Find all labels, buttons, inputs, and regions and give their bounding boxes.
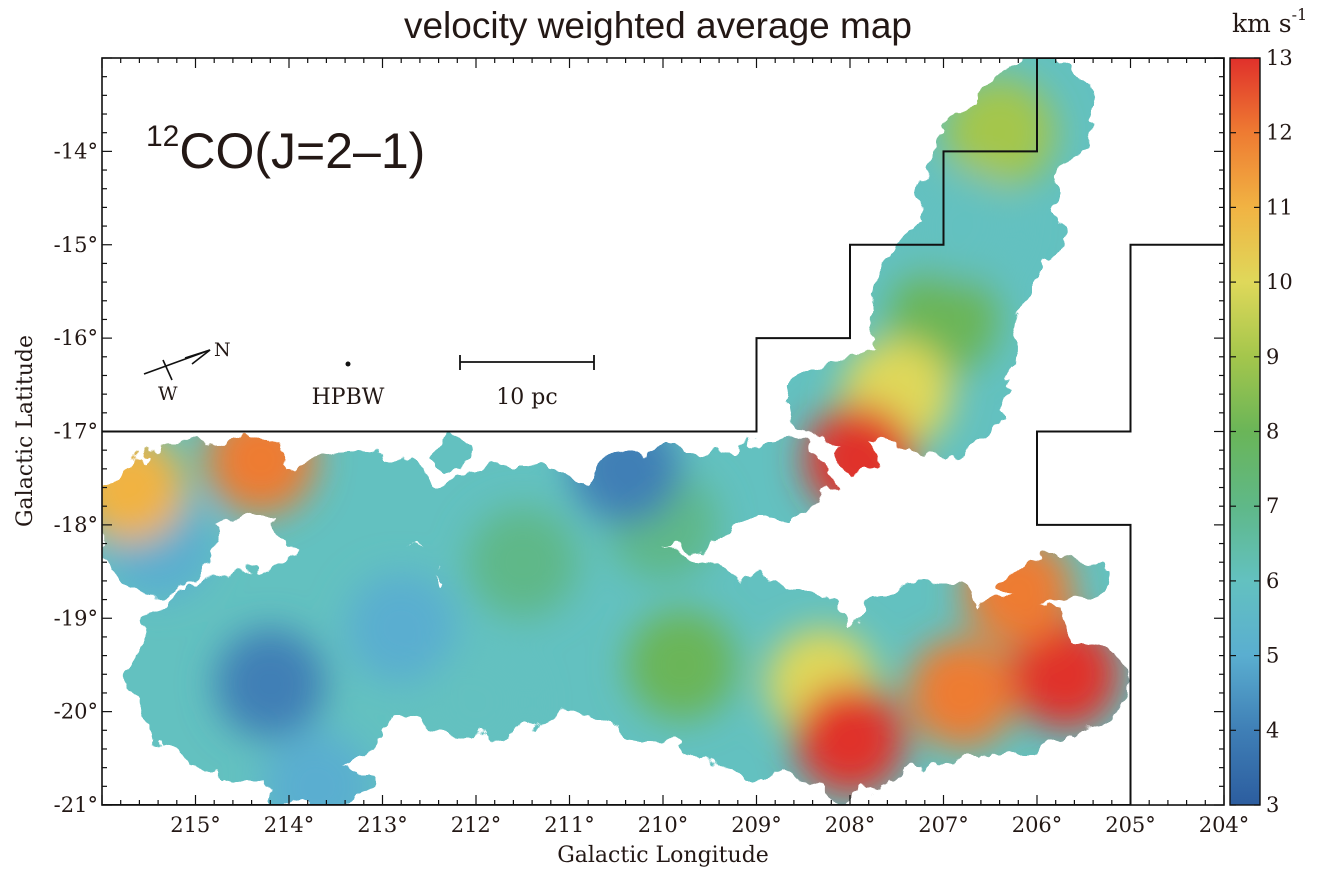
x-tick-labels: 215° 214° 213° 212° 211° 210° 209° 208° 207° 206°… <box>170 813 1249 837</box>
compass-w-label: W <box>158 383 178 405</box>
colorbar-unit-sup: -1 <box>1292 5 1308 24</box>
colorbar-tick-label: 7 <box>1266 494 1279 518</box>
beam-dot <box>345 361 351 367</box>
velocity-region-small-red-knot <box>804 404 915 515</box>
colorbar-tick-label: 3 <box>1266 793 1279 817</box>
velocity-region-northwest-ridge <box>205 404 316 515</box>
colorbar-unit: km s-1 <box>1232 5 1307 38</box>
y-tick-label: -15° <box>54 233 98 257</box>
velocity-region-west-complex <box>215 628 326 739</box>
y-tick-label: -21° <box>54 793 98 817</box>
colorbar-tick-label: 12 <box>1266 121 1293 145</box>
velocity-region-east-middle <box>626 609 737 720</box>
x-tick-label: 214° <box>264 813 315 837</box>
y-tick-label: -20° <box>54 700 98 724</box>
velocity-region-center-lower <box>421 647 531 758</box>
y-tick-label: -19° <box>54 606 98 630</box>
y-tick-label: -16° <box>54 326 98 350</box>
survey-boundary <box>102 58 1224 805</box>
compass-n-label: N <box>214 339 231 361</box>
scale-bar <box>459 355 595 370</box>
x-tick-label: 209° <box>731 813 782 837</box>
beam-label: HPBW <box>312 385 385 410</box>
axis-ticks <box>101 57 1225 806</box>
colorbar-ticks: 3 4 5 6 7 8 9 10 11 12 13 <box>1230 46 1293 817</box>
x-tick-label: 208° <box>825 813 876 837</box>
colorbar-tick-label: 6 <box>1266 569 1279 593</box>
y-axis-label: Galactic Latitude <box>13 335 38 527</box>
plot-area <box>102 58 1224 805</box>
colorbar-tick-label: 9 <box>1266 345 1279 369</box>
velocity-region-north-east-mid <box>907 171 1018 282</box>
x-tick-label: 206° <box>1012 813 1063 837</box>
molecule-label: 12CO(J=2–1) <box>146 120 425 179</box>
colorbar-tick-label: 5 <box>1266 644 1279 668</box>
velocity-region-central-ridge <box>467 507 578 618</box>
colorbar-tick-label: 10 <box>1266 270 1293 294</box>
y-tick-labels: -14° -15° -16° -17° -18° -19° -20° -21° <box>54 139 98 817</box>
y-tick-label: -18° <box>54 513 98 537</box>
chart-title: velocity weighted average map <box>404 5 912 46</box>
x-tick-label: 204° <box>1199 813 1250 837</box>
molecule-transition: CO(J=2–1) <box>179 123 425 179</box>
velocity-region-north-east-top <box>944 77 1055 188</box>
velocity-region-northwest-corner <box>102 432 186 543</box>
velocity-region-east-cap <box>963 535 1074 646</box>
y-tick-label: -14° <box>54 139 98 163</box>
molecule-isotope: 12 <box>146 120 179 153</box>
compass <box>143 349 211 381</box>
colorbar-tick-label: 4 <box>1266 718 1279 742</box>
velocity-region-central-dark <box>346 572 457 683</box>
x-axis-label: Galactic Longitude <box>557 843 769 868</box>
x-tick-label: 205° <box>1105 813 1156 837</box>
x-tick-label: 213° <box>357 813 408 837</box>
colorbar-tick-label: 11 <box>1266 195 1293 219</box>
velocity-region-south-blue-tail <box>262 731 373 805</box>
x-tick-label: 211° <box>544 813 595 837</box>
velocity-region-small-blue-knot <box>570 413 681 524</box>
colorbar-tick-label: 13 <box>1266 46 1293 70</box>
x-tick-label: 210° <box>638 813 689 837</box>
x-tick-label: 212° <box>451 813 502 837</box>
y-tick-label: -17° <box>54 420 98 444</box>
colorbar-unit-main: km s <box>1232 9 1292 38</box>
velocity-region-bright-east-a <box>795 684 905 795</box>
colorbar-tick-label: 8 <box>1266 420 1279 444</box>
x-tick-label: 215° <box>170 813 221 837</box>
scale-bar-label: 10 pc <box>496 385 557 410</box>
x-tick-label: 207° <box>918 813 969 837</box>
velocity-region-bright-east-c <box>1010 619 1121 730</box>
velocity-region-bright-east-b <box>907 638 1018 748</box>
